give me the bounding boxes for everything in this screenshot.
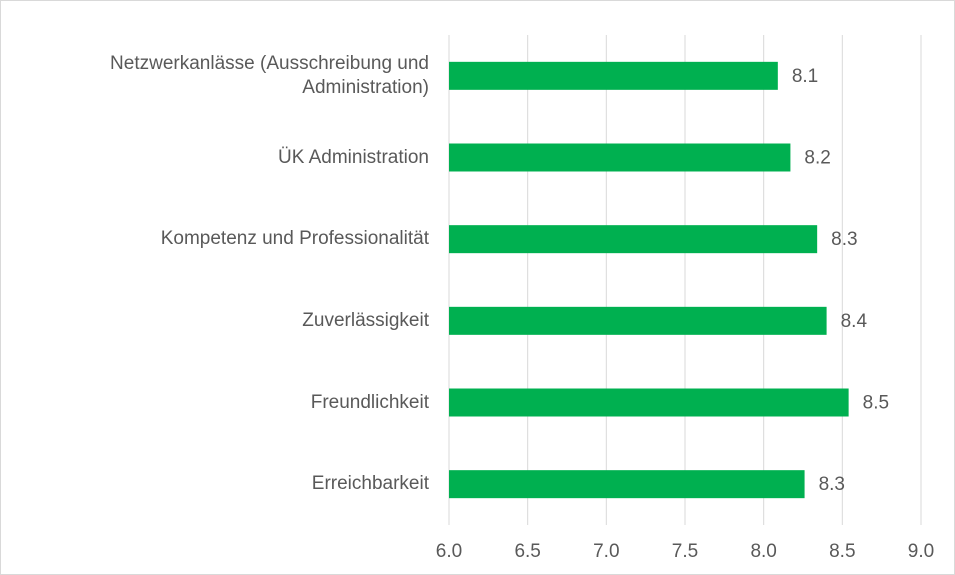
x-tick-label: 7.0	[593, 541, 619, 562]
y-tick-label: Kompetenz und Professionalität	[160, 228, 429, 250]
bar	[449, 306, 827, 335]
x-tick-label: 8.5	[829, 541, 855, 562]
bar	[449, 61, 778, 90]
y-tick-label: Netzwerkanlässe (Ausschreibung und Admin…	[110, 52, 429, 98]
data-label: 8.3	[819, 474, 845, 495]
y-tick-label: ÜK Administration	[277, 146, 429, 168]
data-label: 8.5	[863, 393, 889, 414]
data-label: 8.3	[831, 229, 857, 250]
bar	[449, 388, 849, 417]
x-tick-label: 7.5	[672, 541, 698, 562]
y-tick-label: Zuverlässigkeit	[302, 309, 429, 331]
x-tick-label: 6.0	[436, 541, 462, 562]
x-tick-label: 6.5	[514, 541, 540, 562]
bar	[449, 470, 805, 499]
x-tick-label: 9.0	[908, 541, 934, 562]
bar	[449, 143, 791, 172]
x-tick-label: 8.0	[750, 541, 776, 562]
bar	[449, 225, 818, 254]
data-label: 8.4	[841, 311, 868, 332]
data-label: 8.1	[792, 66, 818, 87]
data-label: 8.2	[804, 148, 830, 169]
y-tick-label: Freundlichkeit	[310, 391, 429, 413]
y-tick-label: Erreichbarkeit	[311, 473, 429, 495]
